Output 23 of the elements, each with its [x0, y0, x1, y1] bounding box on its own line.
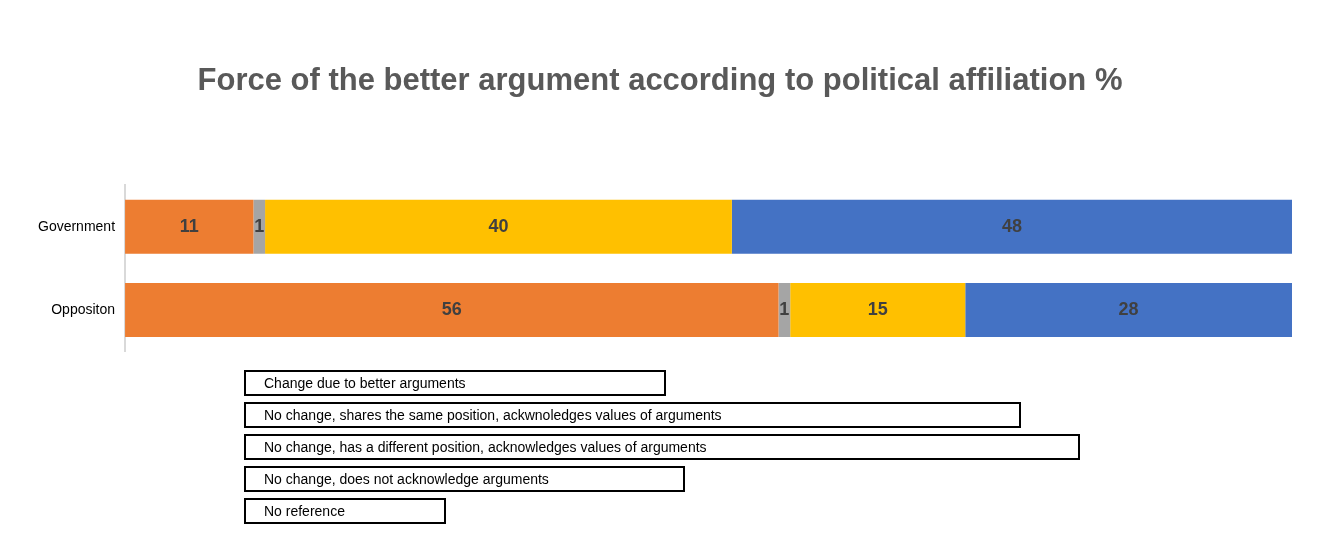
bar	[125, 199, 254, 254]
bar	[125, 282, 779, 338]
text: No change, shares the same position, ackwnoledges values of arguments	[244, 402, 1021, 428]
bar	[731, 199, 1292, 254]
bar	[253, 199, 266, 254]
data-label: 11	[179, 215, 199, 236]
y-tick-label: Government	[37, 217, 116, 234]
text: No reference	[244, 498, 446, 524]
bar	[790, 282, 966, 338]
bar	[965, 282, 1292, 338]
text: No change, does not acknowledge arguments	[244, 466, 685, 492]
data-label: 40	[488, 215, 509, 236]
data-label: 1	[779, 298, 790, 319]
data-label: 28	[1118, 298, 1139, 319]
data-label: 1	[254, 215, 265, 236]
y-tick-label: Oppositon	[51, 300, 116, 317]
data-label: 15	[867, 298, 888, 319]
text: Change due to better arguments	[244, 370, 666, 396]
bar	[265, 199, 732, 254]
data-label: 56	[441, 298, 462, 319]
data-label: 48	[1001, 215, 1022, 236]
text: No change, has a different position, acknowledges values of arguments	[244, 434, 1080, 460]
chart-title: Force of the better argument according to political affiliation %	[197, 62, 1123, 98]
